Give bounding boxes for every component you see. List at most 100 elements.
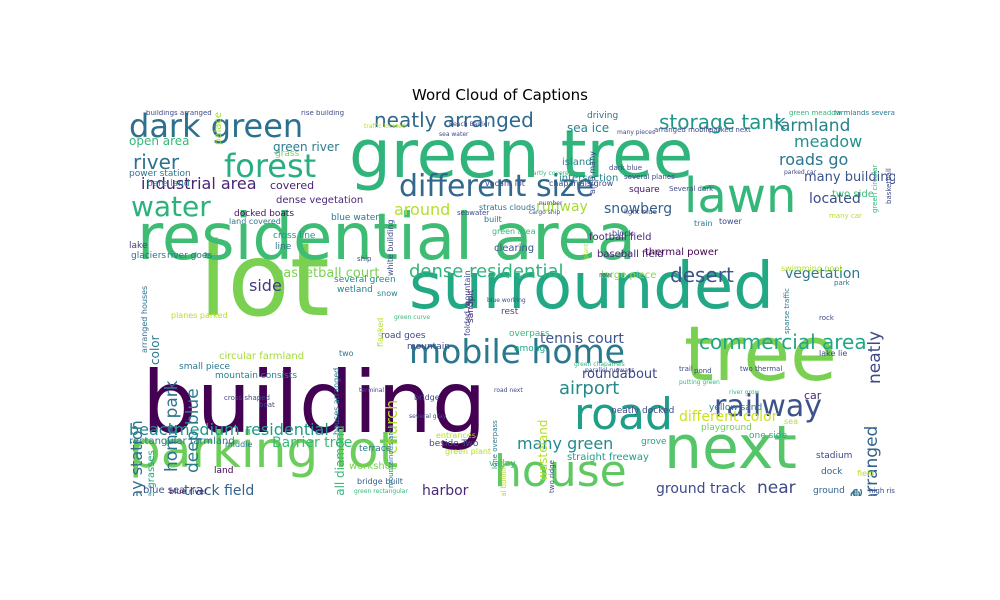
word-mountainous-area: mountainous area bbox=[387, 424, 395, 488]
word-palace: palace bbox=[213, 111, 224, 145]
word-football-field: football field bbox=[589, 232, 652, 243]
word-meadow: meadow bbox=[794, 132, 863, 151]
word-chaparrals-grow: chaparrals grow bbox=[549, 179, 614, 188]
word-tennis-court: tennis court bbox=[540, 331, 624, 347]
word-green-circular: green circular bbox=[871, 164, 879, 213]
word-clearing: clearing bbox=[494, 243, 535, 254]
word-parking-lot: parking lot bbox=[129, 421, 399, 479]
word-road-next: road next bbox=[494, 387, 523, 394]
word-line: line bbox=[275, 242, 292, 252]
word-pond: pond bbox=[694, 367, 712, 375]
word-stratus-clouds: stratus clouds bbox=[479, 203, 536, 212]
word-different-color: different color bbox=[679, 409, 778, 425]
word-several-planes: several planes bbox=[624, 173, 675, 181]
word-beside-two: beside Two bbox=[429, 439, 479, 449]
word-rest: rest bbox=[501, 307, 519, 317]
word-arranged: arranged bbox=[862, 425, 882, 496]
word-many-car: many car bbox=[829, 212, 862, 220]
word-lake: lake bbox=[129, 241, 148, 251]
word-small-piece: small piece bbox=[179, 362, 231, 372]
word-airport: airport bbox=[559, 378, 620, 399]
word-snowberg: snowberg bbox=[604, 201, 673, 217]
word-piece: piece bbox=[845, 490, 865, 496]
word-field: field bbox=[857, 469, 875, 478]
word-surrounded: surrounded bbox=[409, 250, 774, 324]
word-snow: snow bbox=[377, 289, 398, 298]
word-harbor: harbor bbox=[422, 483, 469, 496]
word-bridge-built: bridge built bbox=[357, 477, 403, 486]
word-dock: dock bbox=[821, 467, 843, 477]
word-industrial-area: industrial area bbox=[141, 174, 257, 193]
word-blue-water: blue water bbox=[331, 213, 379, 223]
word-vacant-lot: vacant lot bbox=[485, 179, 525, 188]
word-bare-land: bare land bbox=[147, 179, 190, 189]
word-park: park bbox=[834, 279, 850, 287]
word-parked-next: parked next bbox=[709, 126, 751, 134]
word-parallel-runways: parallel runways bbox=[585, 367, 635, 374]
word-light-blue: light blue bbox=[624, 208, 657, 216]
word-green-chaparrals: green chaparrals bbox=[574, 361, 625, 368]
word-side: side bbox=[249, 276, 282, 295]
word-middle: middle bbox=[225, 440, 253, 449]
word-cross-line: cross line bbox=[273, 231, 316, 241]
word-arranged-mobile: arranged mobile bbox=[654, 126, 712, 134]
word-medium-residential: medium residential bbox=[174, 420, 329, 439]
word-houses-arranged: houses arranged bbox=[332, 367, 341, 435]
word-road-goes: road goes bbox=[381, 331, 426, 341]
word-basketball-court: basketball court bbox=[275, 266, 380, 281]
word-blue-river: blue river bbox=[169, 487, 208, 496]
word-tower: tower bbox=[719, 217, 742, 226]
word-runway: runway bbox=[536, 199, 588, 215]
word-high-rise: high rise bbox=[869, 487, 895, 495]
word-around: around bbox=[394, 200, 451, 219]
word-valley: valley bbox=[489, 459, 516, 469]
word-built: built bbox=[484, 215, 502, 224]
word-land: land bbox=[214, 466, 234, 476]
word-playground: playground bbox=[701, 423, 752, 433]
word-wetland: wetland bbox=[337, 285, 373, 295]
word-house: house bbox=[494, 446, 627, 496]
word-baseball-diamond: baseball diamond bbox=[333, 425, 347, 496]
word-one-side: one side bbox=[749, 431, 788, 441]
word-mountain-consists: mountain consists bbox=[215, 371, 298, 381]
word-glaciers: glaciers bbox=[131, 251, 167, 261]
word-arranged-houses: arranged houses bbox=[140, 285, 149, 353]
word-near: near bbox=[757, 478, 796, 497]
word-cross-shaped: cross shaped bbox=[224, 394, 270, 402]
word-traffic-located: traffic located bbox=[364, 123, 406, 130]
word-planes-parked: planes parked bbox=[171, 311, 228, 320]
word-several-gray: several gray bbox=[409, 413, 447, 420]
word-different-size: different size bbox=[399, 169, 595, 204]
word-buildings-arranged: buildings arranged bbox=[146, 110, 212, 117]
word-driving: driving bbox=[587, 111, 619, 121]
word-many-green: many green bbox=[517, 434, 614, 453]
word-dense-vegetation: dense vegetation bbox=[276, 195, 364, 206]
word-railway: railway bbox=[714, 389, 823, 424]
word-beach-barrier: Beach Barrier bbox=[449, 121, 490, 128]
word-plant: plant bbox=[583, 243, 590, 259]
word-square: square bbox=[629, 185, 660, 195]
word-road: road bbox=[574, 389, 673, 440]
word-power-station: power station bbox=[129, 169, 191, 179]
word-swimming-pool: swimming pool bbox=[781, 264, 842, 273]
word-two: two bbox=[339, 349, 354, 358]
word-grass: grass bbox=[275, 149, 300, 159]
word-green-rectangular: green rectangular bbox=[354, 488, 408, 495]
word-cloud: building lot residential area surrounded gre… bbox=[129, 110, 895, 496]
word-neatly: neatly bbox=[865, 330, 885, 384]
word-lone-overpass: lone overpass bbox=[491, 420, 499, 469]
word-two-ridge: two ridge bbox=[548, 460, 556, 493]
word-entrances: entrances bbox=[436, 431, 476, 440]
word-green-meadow: green meadow bbox=[789, 110, 842, 117]
word-terrace: terrace bbox=[359, 444, 392, 454]
word-row: row bbox=[599, 271, 612, 279]
figure-title: Word Cloud of Captions bbox=[412, 86, 588, 104]
word-folded-mountain: folded mountain bbox=[463, 270, 472, 336]
word-circular-farmland: circular farmland bbox=[219, 351, 305, 362]
word-lake-lie: lake lie bbox=[819, 349, 848, 358]
word-neatly-docked: neatly docked bbox=[611, 406, 675, 416]
word-open-area: open area bbox=[129, 134, 190, 148]
word-desert: desert bbox=[670, 263, 734, 287]
word-many-building: many building bbox=[804, 170, 895, 185]
word-two-side: two side bbox=[832, 189, 874, 200]
